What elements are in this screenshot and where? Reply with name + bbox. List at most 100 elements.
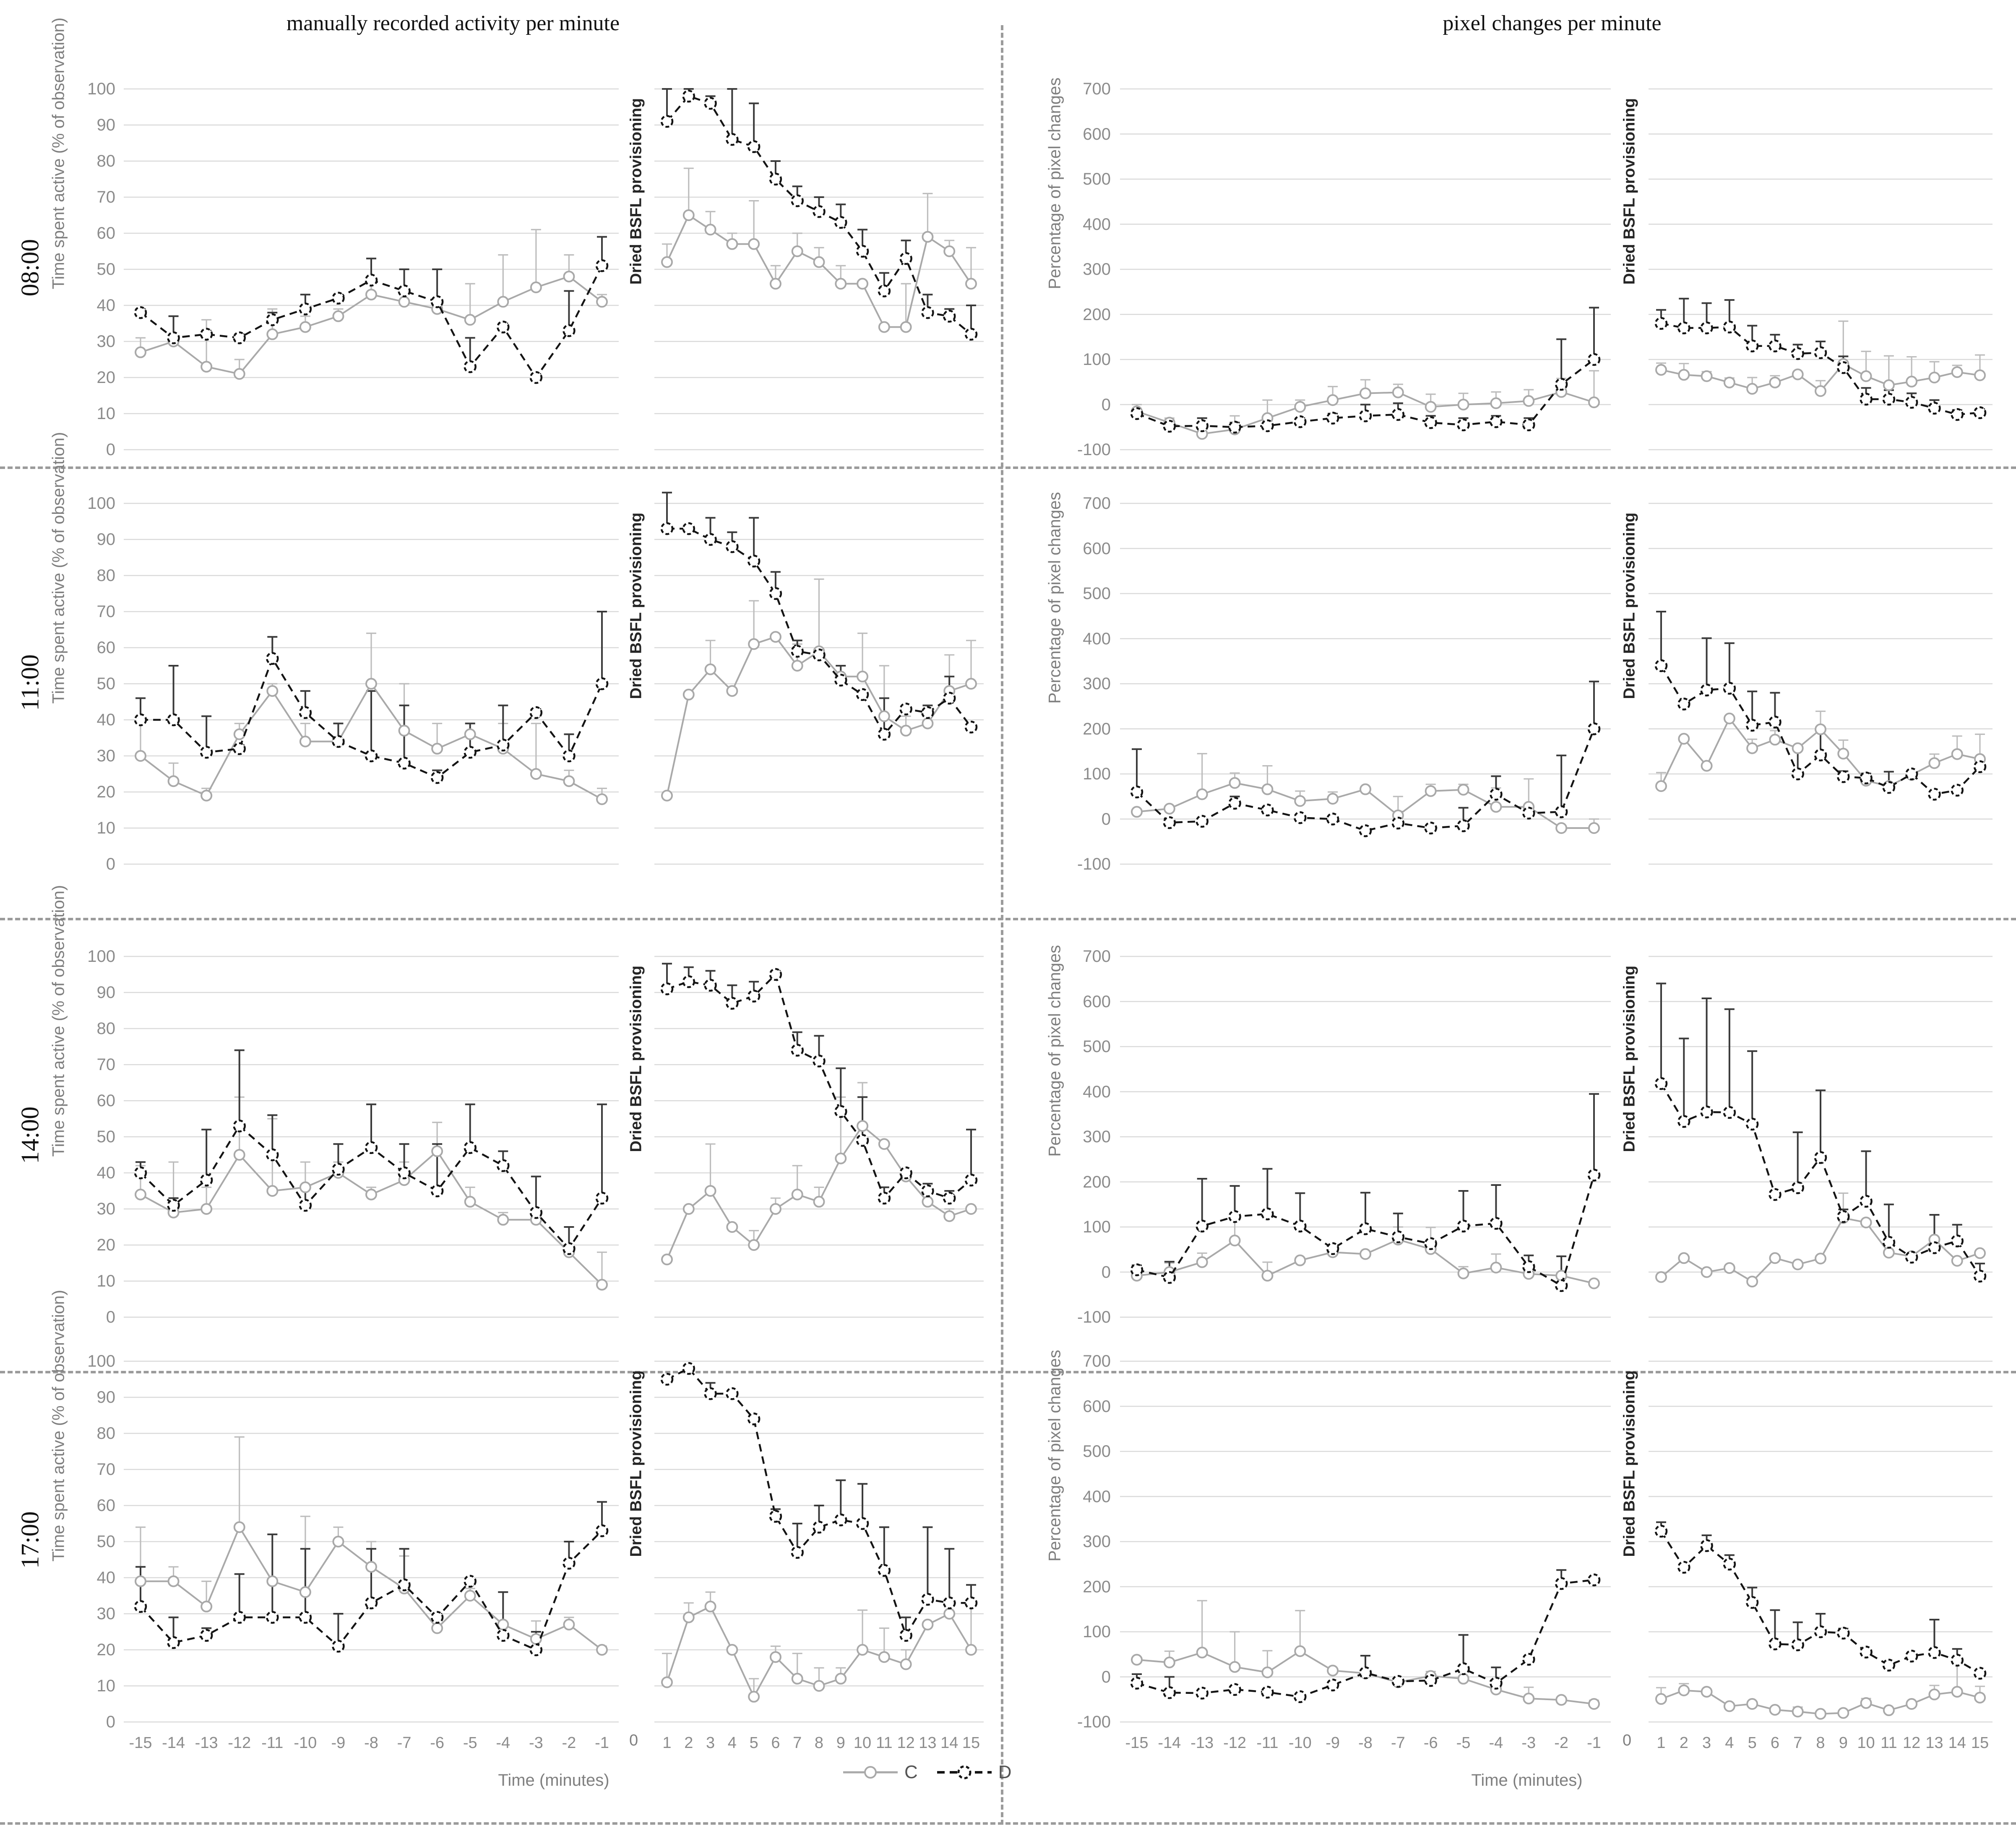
data-point-d <box>1196 815 1209 828</box>
y-tick-label: 400 <box>1083 215 1111 234</box>
y-tick-label: 600 <box>1083 1397 1111 1416</box>
data-point-c <box>1906 375 1918 388</box>
data-point-d <box>747 140 761 153</box>
data-point-d <box>1457 418 1470 432</box>
data-point-d <box>813 1055 826 1068</box>
y-tick-label: 30 <box>96 1200 116 1218</box>
data-point-c <box>201 361 213 373</box>
x-tick-label: 1 <box>662 1734 671 1752</box>
x-tick-label: -9 <box>331 1734 346 1752</box>
data-point-d <box>233 742 246 755</box>
series-d-error-bars <box>1132 680 1599 826</box>
x-tick-label: -11 <box>1256 1734 1278 1752</box>
data-point-c <box>1523 1693 1535 1705</box>
data-point-c <box>726 685 738 697</box>
data-point-d <box>1723 320 1736 333</box>
data-point-d <box>769 172 782 186</box>
data-point-d <box>1791 347 1804 360</box>
data-point-c <box>1746 383 1758 395</box>
x-tick-label: 3 <box>706 1734 715 1752</box>
data-point-c <box>1229 777 1241 789</box>
series-d <box>134 259 609 384</box>
data-point-d <box>497 738 510 752</box>
data-point-d <box>595 677 609 690</box>
provisioning-label: Dried BSFL provisioning <box>627 1370 645 1557</box>
data-point-c <box>1974 1691 1986 1704</box>
x-tick-label: 13 <box>919 1734 936 1752</box>
y-tick-label: 100 <box>87 80 115 98</box>
y-tick-label: 0 <box>106 1713 115 1731</box>
x-tick-label: -12 <box>228 1734 251 1752</box>
data-point-d <box>791 194 804 207</box>
data-point-c <box>266 328 279 340</box>
data-point-c <box>167 1575 180 1587</box>
data-point-c <box>1678 733 1690 745</box>
data-point-d <box>1905 396 1918 409</box>
left-group-title: manually recorded activity per minute <box>286 11 620 35</box>
data-point-c <box>1769 1252 1781 1264</box>
data-point-c <box>1792 742 1804 754</box>
data-point-c <box>1974 369 1986 381</box>
data-point-d <box>1555 805 1568 818</box>
data-point-c <box>1229 1235 1241 1247</box>
data-point-c <box>1951 1255 1963 1267</box>
data-point-d <box>1490 1217 1503 1230</box>
data-point-c <box>431 742 443 755</box>
data-point-c <box>1792 368 1804 380</box>
x-tick-label: 3 <box>1702 1734 1711 1752</box>
data-point-d <box>1359 409 1372 422</box>
x-tick-label: 6 <box>1771 1734 1779 1752</box>
x-tick-label: -12 <box>1223 1734 1246 1752</box>
data-point-d <box>1837 770 1850 783</box>
data-point-d <box>660 115 674 128</box>
provisioning-label: Dried BSFL provisioning <box>1620 1370 1638 1557</box>
data-point-c <box>365 289 377 301</box>
data-point-c <box>1523 395 1535 407</box>
y-tick-label: 70 <box>96 1460 116 1479</box>
data-point-d <box>1522 418 1535 432</box>
data-point-c <box>266 1185 279 1197</box>
y-tick-label: 300 <box>1083 1128 1111 1146</box>
data-point-d <box>704 97 717 110</box>
series-d <box>134 1119 609 1255</box>
data-point-c <box>769 278 781 290</box>
data-point-d <box>200 1629 213 1642</box>
data-point-d <box>266 313 279 326</box>
data-point-d <box>1837 1210 1850 1223</box>
data-point-d <box>299 302 312 315</box>
data-point-d <box>834 674 847 687</box>
data-point-d <box>1700 1539 1713 1552</box>
data-point-d <box>747 990 761 1003</box>
data-point-d <box>266 1148 279 1162</box>
data-point-c <box>398 724 410 737</box>
data-point-c <box>201 789 213 802</box>
data-point-c <box>813 1680 825 1692</box>
chart-panel-1400-pixel-post <box>1649 956 1993 1321</box>
data-point-c <box>1261 1666 1274 1678</box>
y-tick-label: 600 <box>1083 992 1111 1011</box>
data-point-d <box>1860 1646 1873 1659</box>
data-point-d <box>200 328 213 341</box>
data-point-c <box>835 1152 847 1164</box>
data-point-d <box>1587 722 1601 735</box>
x-tick-label: -2 <box>562 1734 576 1752</box>
data-point-d <box>1791 1638 1804 1651</box>
data-point-c <box>769 1203 781 1215</box>
chart-panel-1100-pixel-pre <box>1120 503 1611 868</box>
data-point-c <box>1837 1707 1849 1719</box>
data-point-d <box>1359 1222 1372 1235</box>
data-point-c <box>1457 784 1469 796</box>
data-point-d <box>1905 1649 1918 1663</box>
chart-panel-1700-activity-post: 1 2 3 4 5 6 7 8 9 10 11 12 13 14 15 <box>654 1360 984 1768</box>
data-point-d <box>299 706 312 719</box>
data-point-d <box>563 324 576 337</box>
row-separator <box>0 1371 2016 1373</box>
x-tick-label: 13 <box>1925 1734 1943 1752</box>
data-point-d <box>1130 407 1143 420</box>
data-point-d <box>1928 788 1941 801</box>
data-point-d <box>1677 698 1690 711</box>
data-point-c <box>1294 1645 1306 1657</box>
data-point-d <box>134 713 147 727</box>
x-tick-label: 12 <box>1903 1734 1920 1752</box>
series-c-error-bars <box>135 1436 607 1650</box>
